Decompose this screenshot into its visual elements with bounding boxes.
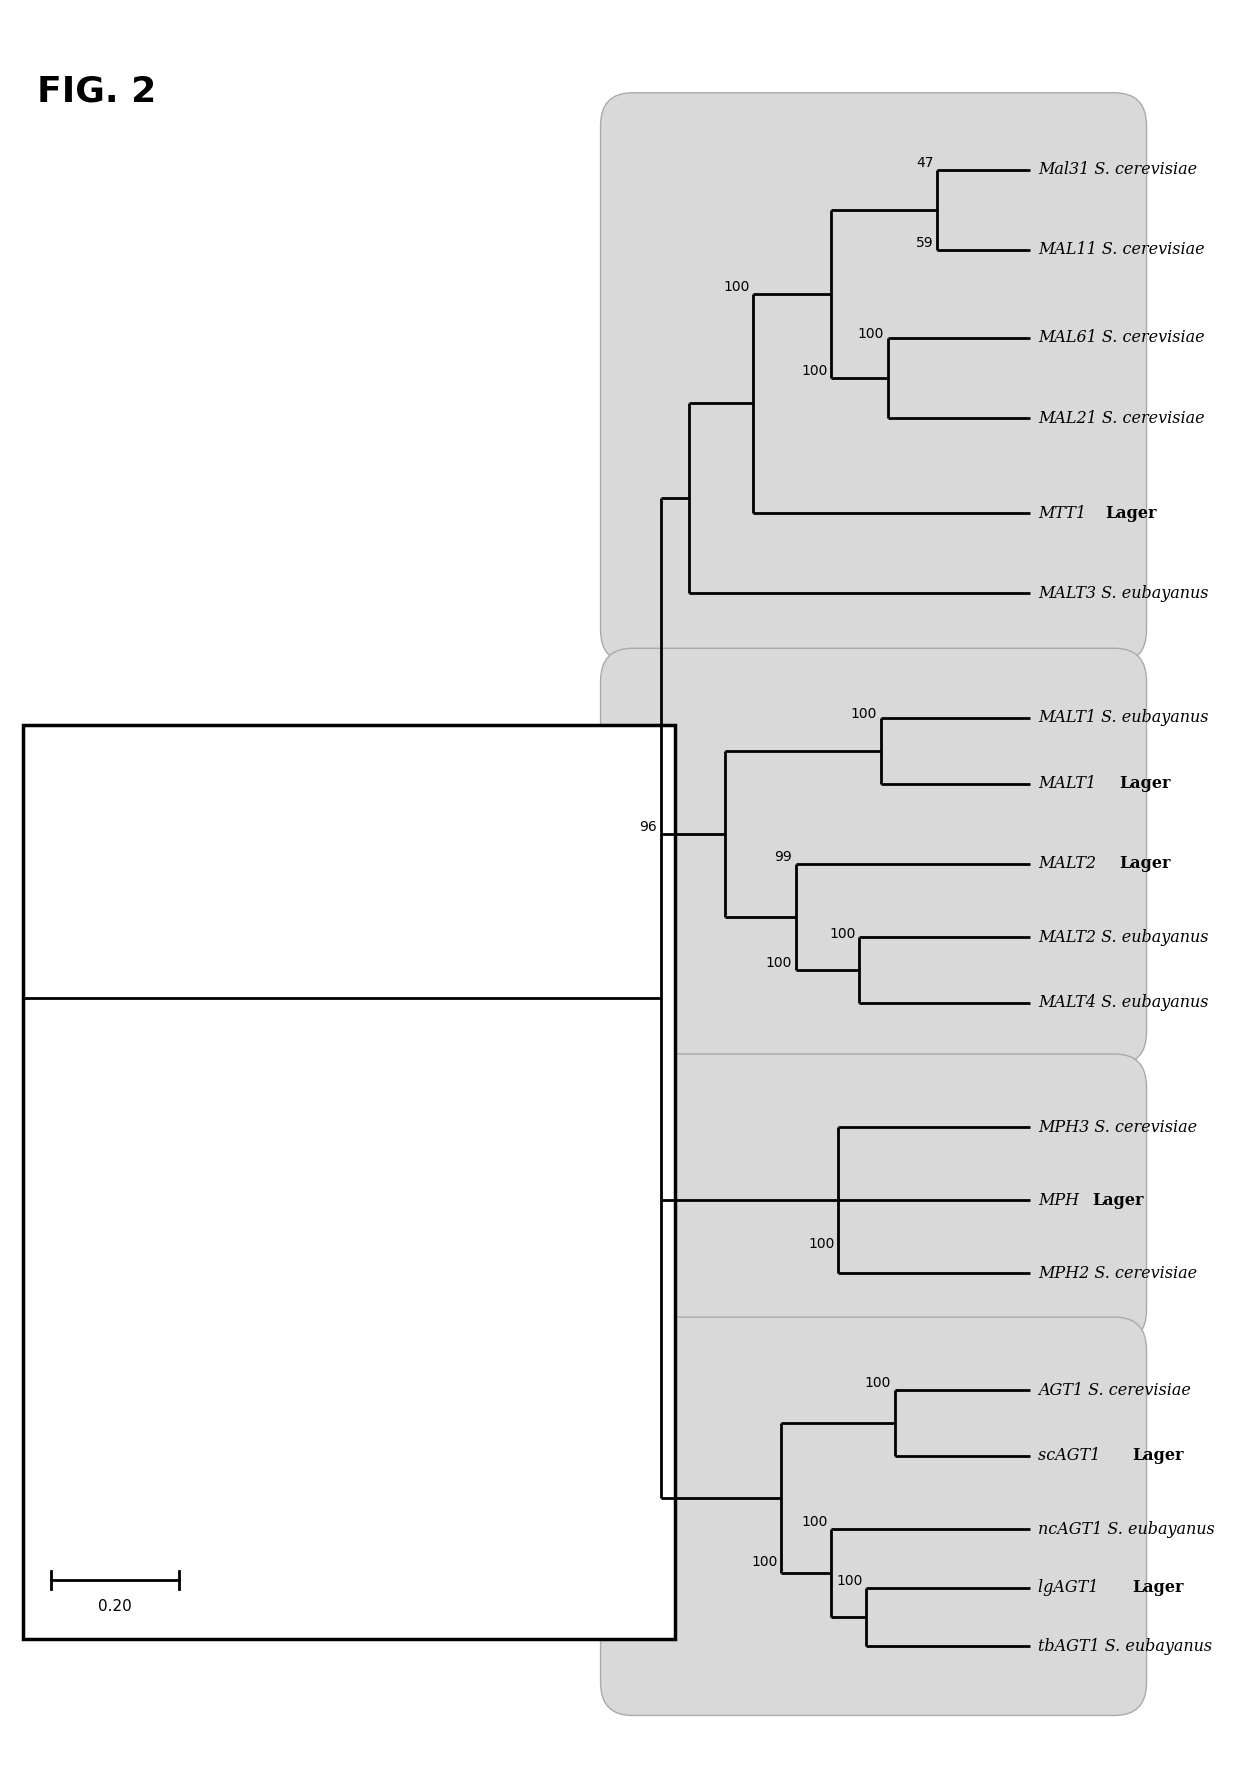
Text: lgAGT1: lgAGT1 (1038, 1580, 1104, 1596)
Text: FIG. 2: FIG. 2 (37, 75, 156, 109)
Text: scAGT1: scAGT1 (1038, 1448, 1105, 1464)
Text: 59: 59 (916, 237, 934, 249)
FancyBboxPatch shape (600, 1053, 1147, 1343)
Text: 96: 96 (640, 820, 657, 834)
Text: Lager: Lager (1132, 1580, 1184, 1596)
FancyBboxPatch shape (600, 93, 1147, 664)
Text: 100: 100 (858, 327, 884, 342)
Bar (22, 726, 675, 1638)
Text: tbAGT1 S. eubayanus: tbAGT1 S. eubayanus (1038, 1637, 1213, 1654)
Text: Lager: Lager (1118, 776, 1171, 792)
Text: Lager: Lager (1105, 505, 1157, 521)
Text: 100: 100 (864, 1377, 892, 1389)
Text: 100: 100 (801, 1516, 827, 1530)
FancyBboxPatch shape (600, 1316, 1147, 1715)
Text: MALT2: MALT2 (1038, 856, 1101, 872)
Text: 100: 100 (723, 279, 749, 294)
Text: MPH2 S. cerevisiae: MPH2 S. cerevisiae (1038, 1265, 1197, 1281)
Text: Mal31 S. cerevisiae: Mal31 S. cerevisiae (1038, 162, 1197, 178)
Text: Lager: Lager (1132, 1448, 1184, 1464)
Text: MPH: MPH (1038, 1192, 1084, 1208)
Text: MPH3 S. cerevisiae: MPH3 S. cerevisiae (1038, 1119, 1197, 1135)
Text: MALT1 S. eubayanus: MALT1 S. eubayanus (1038, 710, 1209, 726)
Text: 47: 47 (916, 155, 934, 169)
Text: 100: 100 (837, 1574, 863, 1587)
Text: 100: 100 (830, 927, 856, 941)
Text: MAL61 S. cerevisiae: MAL61 S. cerevisiae (1038, 329, 1205, 347)
Text: MALT2 S. eubayanus: MALT2 S. eubayanus (1038, 929, 1209, 945)
Text: MALT3 S. eubayanus: MALT3 S. eubayanus (1038, 585, 1209, 601)
Text: 100: 100 (765, 955, 792, 970)
Text: 0.20: 0.20 (98, 1599, 131, 1614)
Text: MAL21 S. cerevisiae: MAL21 S. cerevisiae (1038, 409, 1205, 427)
Text: Lager: Lager (1092, 1192, 1143, 1208)
Text: MALT4 S. eubayanus: MALT4 S. eubayanus (1038, 994, 1209, 1010)
Text: AGT1 S. cerevisiae: AGT1 S. cerevisiae (1038, 1382, 1190, 1398)
Text: ncAGT1 S. eubayanus: ncAGT1 S. eubayanus (1038, 1521, 1215, 1537)
Text: 100: 100 (801, 365, 827, 377)
FancyBboxPatch shape (600, 648, 1147, 1066)
Text: MAL11 S. cerevisiae: MAL11 S. cerevisiae (1038, 242, 1205, 258)
Text: MTT1: MTT1 (1038, 505, 1091, 521)
Text: 100: 100 (751, 1555, 777, 1569)
Text: MALT1: MALT1 (1038, 776, 1101, 792)
Text: 99: 99 (774, 850, 792, 865)
Text: 100: 100 (851, 708, 877, 720)
Text: Lager: Lager (1118, 856, 1171, 872)
Text: 100: 100 (808, 1238, 835, 1251)
